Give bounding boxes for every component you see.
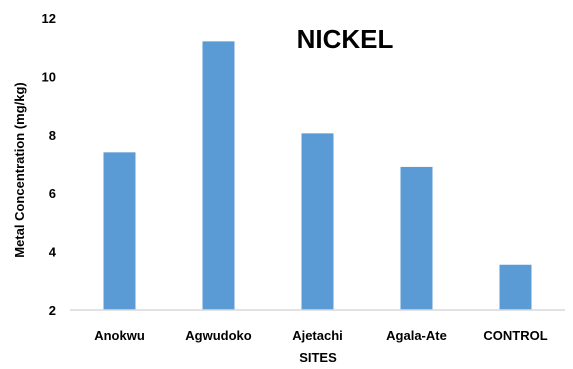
y-tick-label: 2 bbox=[49, 303, 56, 318]
bar-anokwu bbox=[103, 152, 136, 310]
x-tick-labels: Anokwu Agwudoko Ajetachi Agala-Ate CONTROL bbox=[94, 328, 547, 343]
x-tick-label: Agwudoko bbox=[185, 328, 251, 343]
y-tick-labels: 2 4 6 8 10 12 bbox=[42, 11, 57, 318]
y-axis-title: Metal Concentration (mg/kg) bbox=[12, 82, 27, 258]
chart-title: NICKEL bbox=[297, 24, 394, 54]
bar-control bbox=[499, 264, 532, 310]
bar-agala-ate bbox=[400, 166, 433, 310]
y-tick-label: 4 bbox=[49, 245, 57, 260]
x-tick-label: Anokwu bbox=[94, 328, 145, 343]
y-tick-label: 6 bbox=[49, 186, 56, 201]
x-tick-label: Ajetachi bbox=[292, 328, 343, 343]
bars bbox=[103, 41, 532, 311]
bar-agwudoko bbox=[202, 41, 235, 311]
x-tick-label: CONTROL bbox=[483, 328, 547, 343]
y-tick-label: 10 bbox=[42, 69, 56, 84]
bar-ajetachi bbox=[301, 133, 334, 310]
y-tick-label: 12 bbox=[42, 11, 56, 26]
x-axis-title: SITES bbox=[299, 350, 337, 365]
x-tick-label: Agala-Ate bbox=[386, 328, 447, 343]
y-tick-label: 8 bbox=[49, 128, 56, 143]
